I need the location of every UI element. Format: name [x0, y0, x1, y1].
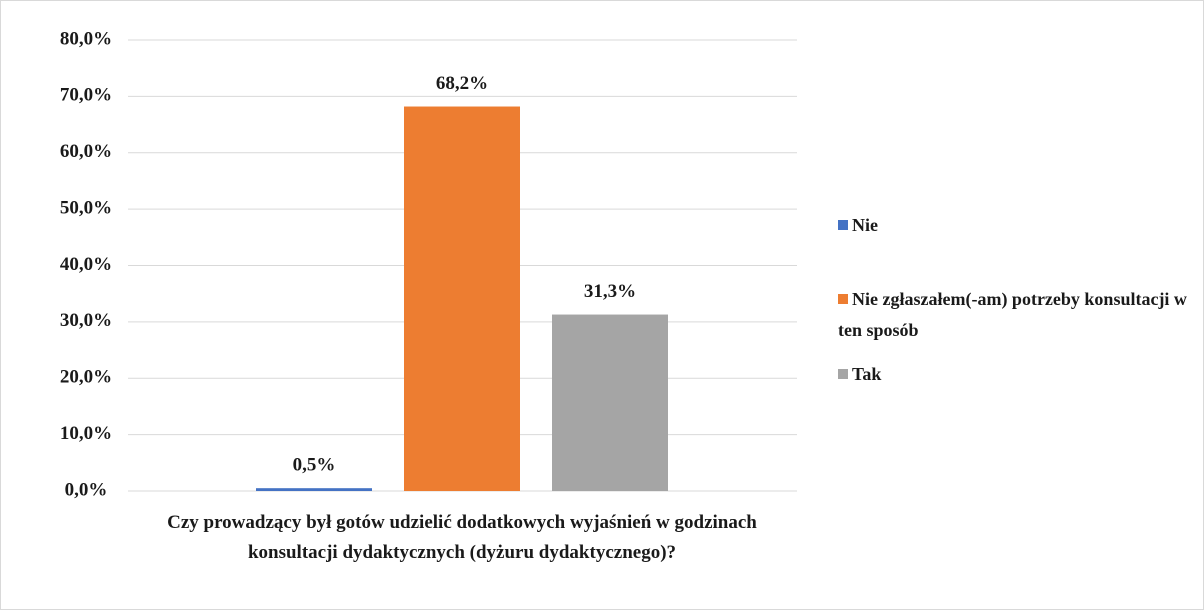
y-tick-label: 60,0% [60, 141, 112, 162]
bar [552, 314, 668, 491]
x-tick-label: Czy prowadzący był gotów udzielić dodatk… [167, 512, 757, 563]
bar [404, 106, 520, 492]
legend-item: Nie [838, 210, 1198, 241]
legend-item: Tak [838, 359, 1198, 390]
y-tick-label: 50,0% [60, 197, 112, 218]
legend-item: Nie zgłaszałem(-am) potrzeby konsultacji… [838, 284, 1198, 346]
legend-label: Nie zgłaszałem(-am) potrzeby konsultacji… [838, 289, 1187, 340]
value-label: 31,3% [584, 281, 636, 302]
bar [256, 488, 372, 491]
legend-swatch [838, 294, 848, 304]
y-tick-label: 80,0% [60, 28, 112, 49]
value-label: 68,2% [436, 73, 488, 94]
legend-label: Nie [852, 215, 878, 235]
value-label: 0,5% [293, 455, 336, 476]
y-tick-label: 0,0% [65, 479, 108, 500]
legend-label: Tak [852, 364, 882, 384]
y-tick-label: 40,0% [60, 254, 112, 275]
legend-swatch [838, 220, 848, 230]
y-tick-label: 20,0% [60, 367, 112, 388]
y-tick-label: 70,0% [60, 85, 112, 106]
y-tick-label: 30,0% [60, 310, 112, 331]
legend-swatch [838, 369, 848, 379]
y-tick-label: 10,0% [60, 423, 112, 444]
